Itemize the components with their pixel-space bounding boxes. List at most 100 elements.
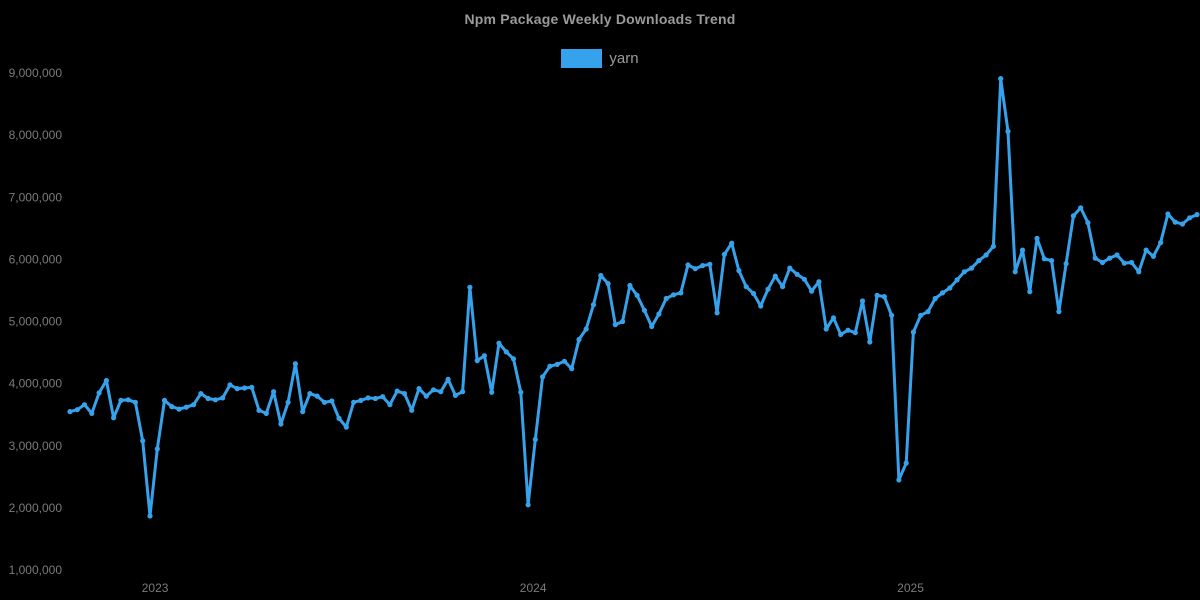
data-point xyxy=(1056,309,1062,315)
data-point xyxy=(140,438,146,444)
data-point xyxy=(772,273,778,279)
legend-label-yarn[interactable]: yarn xyxy=(609,50,639,67)
data-point xyxy=(540,374,546,380)
data-point xyxy=(598,272,604,279)
data-point xyxy=(947,285,953,291)
data-point xyxy=(118,397,124,403)
data-point xyxy=(685,262,691,268)
data-point xyxy=(111,415,117,421)
data-point xyxy=(430,387,437,393)
data-point xyxy=(321,399,328,405)
data-point xyxy=(954,277,960,283)
data-point xyxy=(96,390,102,396)
data-point xyxy=(765,286,771,292)
data-point xyxy=(918,312,924,318)
data-point xyxy=(438,389,444,395)
data-point xyxy=(612,322,618,328)
data-point xyxy=(278,421,284,427)
data-point xyxy=(750,290,757,297)
data-point xyxy=(191,402,197,408)
data-point xyxy=(234,386,240,392)
data-point xyxy=(830,315,837,321)
data-point xyxy=(380,394,386,400)
data-point xyxy=(998,76,1004,82)
data-point xyxy=(1136,269,1142,275)
data-point xyxy=(220,395,226,401)
data-point xyxy=(780,284,786,290)
data-point xyxy=(532,436,538,443)
data-point xyxy=(1049,258,1055,264)
data-point xyxy=(1092,255,1098,261)
data-point xyxy=(678,290,684,296)
legend-swatch-yarn[interactable] xyxy=(561,49,603,68)
data-point xyxy=(169,404,175,410)
data-point xyxy=(387,402,393,408)
y-tick-label: 2,000,000 xyxy=(9,501,63,515)
y-tick-label: 6,000,000 xyxy=(9,252,63,266)
data-point xyxy=(692,266,698,272)
data-point xyxy=(1179,221,1186,227)
data-point xyxy=(227,382,233,388)
data-point xyxy=(81,402,88,408)
data-point xyxy=(852,330,858,336)
y-tick-label: 3,000,000 xyxy=(9,439,63,453)
data-point xyxy=(758,303,764,309)
data-point xyxy=(590,302,597,308)
data-point xyxy=(634,292,640,298)
data-point xyxy=(990,243,997,249)
data-point xyxy=(1070,213,1076,219)
data-point xyxy=(1107,255,1113,261)
data-point xyxy=(1158,240,1164,246)
data-point xyxy=(241,385,248,391)
data-point xyxy=(881,294,887,300)
data-point xyxy=(983,252,989,258)
data-point xyxy=(292,361,298,367)
data-point xyxy=(794,271,800,277)
data-point xyxy=(1194,212,1200,218)
data-point xyxy=(932,295,938,302)
data-point xyxy=(903,460,909,466)
x-tick-label: 2025 xyxy=(897,581,924,595)
data-point xyxy=(874,292,880,298)
data-point xyxy=(823,326,829,332)
data-point xyxy=(329,398,335,404)
data-point xyxy=(198,391,204,397)
data-point xyxy=(503,349,509,355)
legend-item-yarn[interactable]: yarn xyxy=(561,49,639,68)
data-point xyxy=(1172,219,1178,225)
data-point xyxy=(481,353,487,359)
data-point xyxy=(300,409,306,415)
data-point xyxy=(816,279,822,285)
data-point xyxy=(859,298,866,304)
data-point xyxy=(467,284,473,290)
x-tick-label: 2024 xyxy=(520,581,547,595)
data-point xyxy=(132,399,138,405)
data-point xyxy=(510,356,517,362)
data-point xyxy=(547,363,553,369)
data-point xyxy=(1005,128,1011,134)
data-point xyxy=(416,386,422,392)
data-point xyxy=(939,290,946,296)
data-point xyxy=(721,251,728,257)
chart-title: Npm Package Weekly Downloads Trend xyxy=(464,11,736,27)
data-point xyxy=(867,339,873,345)
data-point xyxy=(1165,211,1171,217)
data-point xyxy=(460,389,466,395)
data-point xyxy=(925,309,931,315)
data-point xyxy=(452,392,458,398)
data-point xyxy=(787,265,793,271)
data-point xyxy=(103,377,109,384)
x-tick-label: 2023 xyxy=(142,581,169,595)
data-point xyxy=(1041,256,1047,262)
y-tick-label: 5,000,000 xyxy=(9,315,63,329)
data-point xyxy=(910,329,917,335)
data-point xyxy=(147,513,153,519)
data-point xyxy=(518,389,524,395)
data-point xyxy=(1063,261,1069,267)
y-tick-label: 4,000,000 xyxy=(9,377,63,391)
data-point xyxy=(569,366,575,372)
legend: yarn xyxy=(0,49,1200,68)
data-point xyxy=(256,407,262,413)
data-point xyxy=(656,311,662,317)
data-point xyxy=(212,397,218,403)
